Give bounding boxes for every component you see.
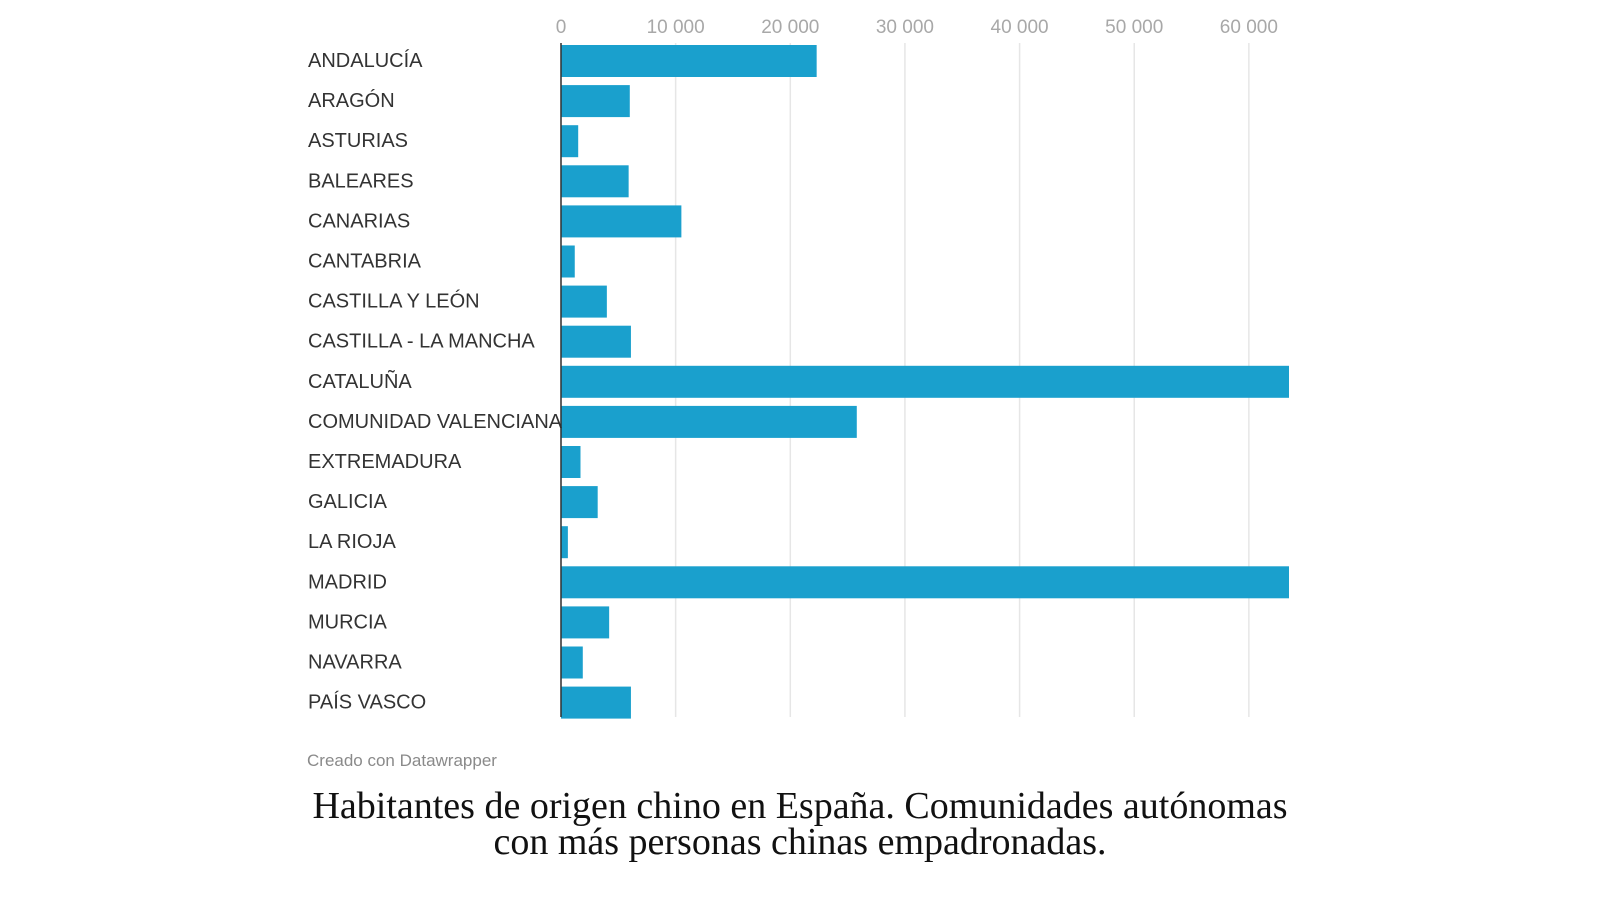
x-tick-label: 40 000 — [991, 17, 1049, 38]
figure-caption: Habitantes de origen chino en España. Co… — [200, 785, 1400, 863]
bar — [561, 365, 1289, 398]
bar — [561, 165, 629, 198]
category-label: ASTURIAS — [308, 130, 408, 152]
category-label: EXTREMADURA — [308, 451, 462, 473]
bar — [561, 125, 579, 158]
bar — [561, 686, 631, 719]
bar — [561, 85, 630, 118]
caption-line-1: Habitantes de origen chino en España. Co… — [312, 785, 1288, 827]
category-label: MURCIA — [308, 611, 388, 633]
category-labels: ANDALUCÍA ARAGÓN ASTURIAS BALEARES CANARIAS C… — [308, 49, 563, 714]
x-tick-label: 10 000 — [647, 17, 705, 38]
x-tick-label: 50 000 — [1105, 17, 1163, 38]
category-label: COMUNIDAD VALENCIANA — [308, 411, 563, 433]
bar — [561, 526, 568, 559]
credit-text: Creado con Datawrapper — [307, 751, 497, 770]
category-label: CANTABRIA — [308, 251, 422, 273]
category-label: ARAGÓN — [308, 89, 395, 112]
x-tick-label: 0 — [556, 17, 567, 38]
bar — [561, 245, 575, 278]
category-label: LA RIOJA — [308, 531, 396, 553]
category-label: NAVARRA — [308, 652, 402, 674]
x-tick-label: 30 000 — [876, 17, 934, 38]
bar — [561, 325, 631, 358]
category-label: CASTILLA - LA MANCHA — [308, 331, 535, 353]
category-label: MADRID — [308, 571, 387, 593]
category-label: PAÍS VASCO — [308, 691, 426, 714]
category-label: GALICIA — [308, 491, 388, 513]
x-axis-ticks: 0 10 000 20 000 30 000 40 000 50 000 60 000 — [556, 17, 1278, 38]
bar-chart: 0 10 000 20 000 30 000 40 000 50 000 60 000 AN… — [308, 17, 1289, 719]
bar — [561, 446, 581, 478]
bar — [561, 606, 610, 639]
bar — [561, 285, 607, 318]
bar — [561, 486, 598, 519]
x-tick-label: 20 000 — [761, 17, 819, 38]
bar — [561, 566, 1289, 599]
x-tick-label: 60 000 — [1220, 17, 1278, 38]
bar — [561, 45, 817, 77]
bars — [561, 45, 1289, 719]
bar — [561, 646, 583, 679]
category-label: CANARIAS — [308, 210, 410, 232]
category-label: ANDALUCÍA — [308, 49, 423, 72]
bar — [561, 405, 857, 438]
caption-line-2: con más personas chinas empadronadas. — [493, 821, 1107, 863]
category-label: BALEARES — [308, 170, 414, 192]
bar — [561, 205, 682, 238]
category-label: CASTILLA Y LEÓN — [308, 290, 480, 313]
category-label: CATALUÑA — [308, 369, 412, 393]
